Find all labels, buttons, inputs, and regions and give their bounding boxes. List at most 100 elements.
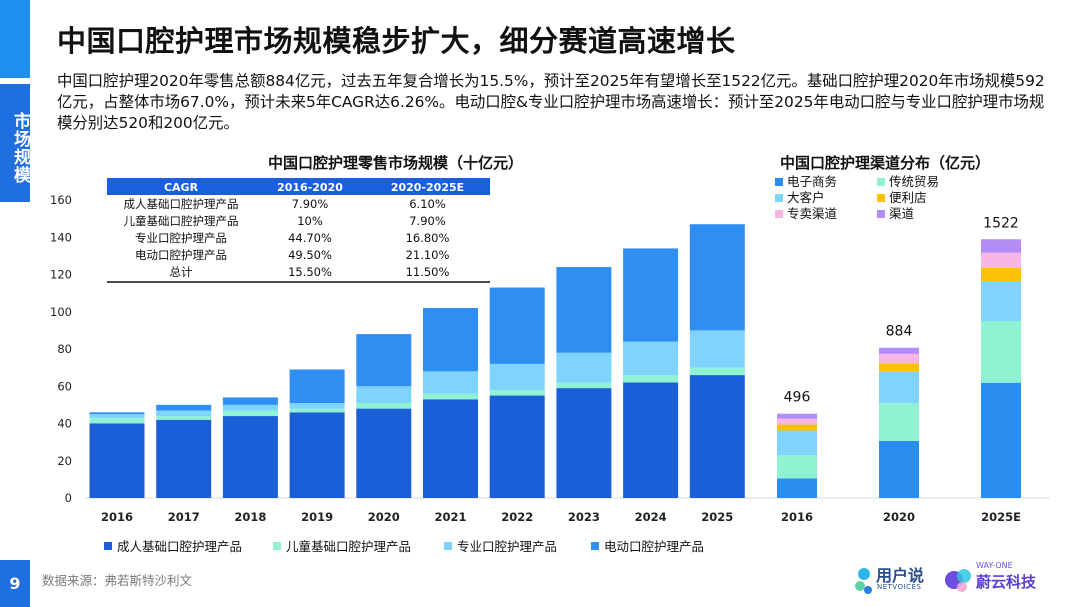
y-tick-label: 40 [57,417,72,431]
bar-segment [289,412,345,498]
logo-left-sub: NETVOICES [877,583,922,591]
x-tick-label: 2025 [701,510,733,524]
wayone-logo [945,569,971,592]
bar-segment [689,330,745,368]
channel-bar-segment [777,430,817,456]
channel-bar-segment [981,281,1021,322]
y-tick-label: 120 [50,268,72,282]
logo-circle-icon [957,569,971,583]
channel-bar-segment [879,440,919,498]
right-chart-title: 中国口腔护理渠道分布（亿元） [780,154,991,172]
table-header-cell: 2016-2020 [277,181,343,194]
y-tick-label: 100 [50,305,72,319]
x-tick-label: 2017 [168,510,200,524]
bar-segment [489,363,545,390]
legend-swatch [273,542,281,550]
bar-segment [89,417,145,424]
channel-bar-segment [777,455,817,479]
legend-label: 专业口腔护理产品 [457,539,557,554]
table-cell: 16.80% [406,231,450,245]
bar-segment [623,341,679,376]
section-tab[interactable]: 市场规模 [0,84,30,202]
bar-segment [156,419,212,498]
total-label: 1522 [983,215,1019,231]
x-tick-label: 2020 [368,510,400,524]
logo-dot-icon [864,586,872,594]
bar-segment [689,224,745,331]
x-tick-label: 2016 [781,510,813,524]
bar-segment [556,382,612,389]
channel-bar-segment [879,371,919,404]
x-tick-label: 2018 [234,510,266,524]
table-cell: 总计 [170,265,193,279]
table-cell: 7.90% [409,214,446,228]
intro-paragraph: 中国口腔护理2020年零售总额884亿元，过去五年复合增长为15.5%，预计至2… [57,72,1045,132]
logo-circle-icon [957,582,967,592]
bar-segment [222,416,278,498]
channel-bar-segment [981,382,1021,498]
logo-right-top: WAY-ONE [976,561,1013,570]
channel-bar-segment [981,252,1021,268]
x-tick-label: 2025E [981,510,1021,524]
table-cell: 15.50% [288,265,332,279]
channel-bar-segment [981,321,1021,383]
bar-segment [156,416,212,420]
channel-bar-segment [879,347,919,354]
channel-legend-swatch [775,194,783,202]
channel-bar-segment [981,239,1021,253]
table-cell: 11.50% [406,265,450,279]
channel-bar-segment [777,418,817,425]
bar-segment [89,423,145,498]
y-tick-label: 80 [57,342,72,356]
channel-legend-label: 电子商务 [787,174,837,189]
table-cell: 儿童基础口腔护理产品 [124,214,239,228]
x-tick-label: 2019 [301,510,333,524]
bar-segment [489,389,545,396]
channel-legend-label: 渠道 [889,206,915,221]
y-tick-label: 140 [50,230,72,244]
channel-legend-label: 便利店 [889,190,927,205]
bar-segment [556,352,612,383]
bar-segment [556,267,612,353]
legend-swatch [444,542,452,550]
legend-label: 电动口腔护理产品 [604,539,704,554]
table-cell: 成人基础口腔护理产品 [124,197,239,211]
y-tick-label: 60 [57,379,72,393]
channel-bar-segment [879,363,919,372]
top-accent-bar [0,0,30,78]
table-body-bg [107,195,490,282]
bar-segment [489,287,545,364]
bar-segment [289,403,345,409]
channel-bar-segment [777,424,817,431]
y-tick-label: 160 [50,193,72,207]
bar-segment [222,404,278,411]
channel-legend-swatch [877,194,885,202]
page-title: 中国口腔护理市场规模稳步扩大，细分赛道高速增长 [57,24,736,58]
channel-legend-swatch [775,178,783,186]
table-cell: 专业口腔护理产品 [135,231,227,245]
x-tick-label: 2024 [635,510,667,524]
bar-segment [689,367,745,376]
bar-segment [356,403,412,409]
channel-legend-label: 大客户 [787,190,825,205]
x-tick-label: 2016 [101,510,133,524]
bar-segment [156,410,212,417]
table-cell: 6.10% [409,197,446,211]
bar-segment [222,397,278,405]
bar-segment [423,308,478,372]
y-tick-label: 0 [65,491,72,505]
bar-segment [423,371,478,394]
bar-segment [356,334,412,387]
x-tick-label: 2021 [434,510,466,524]
legend-swatch [104,542,112,550]
bar-segment [489,395,545,498]
bar-segment [89,414,145,418]
channel-legend-swatch [877,178,885,186]
legend-label: 儿童基础口腔护理产品 [286,539,411,554]
channel-legend-swatch [877,210,885,218]
page-number: 9 [0,560,30,607]
table-cell: 电动口腔护理产品 [135,248,227,262]
x-tick-label: 2020 [883,510,915,524]
table-cell: 44.70% [288,231,332,245]
logo-dot-icon [858,568,870,580]
